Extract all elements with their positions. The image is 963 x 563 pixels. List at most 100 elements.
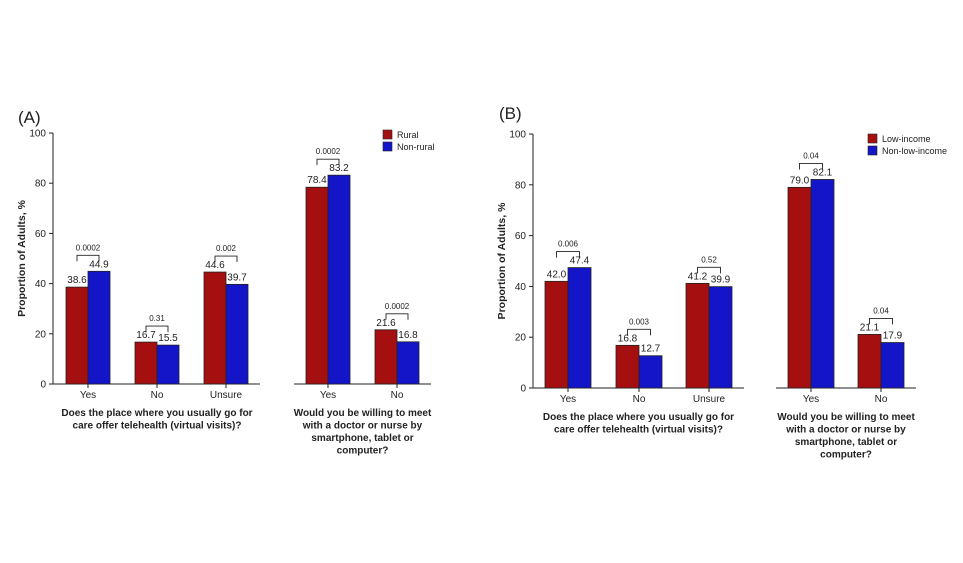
bar-non-rural [87, 270, 111, 385]
data-label: 44.9 [89, 259, 109, 270]
data-label: 39.9 [711, 275, 731, 286]
significance-bracket [385, 313, 409, 320]
category-label: No [633, 394, 646, 405]
question-label: care offer telehealth (virtual visits)? [73, 421, 242, 432]
bar-low-income [787, 186, 812, 389]
y-tick-label: 100 [509, 130, 526, 141]
data-label: 47.4 [570, 256, 590, 267]
panel-label: (B) [499, 104, 522, 123]
data-label: 21.1 [860, 322, 880, 333]
bar-rural [305, 186, 329, 385]
legend-swatch [382, 129, 393, 140]
p-value-label: 0.003 [629, 317, 650, 326]
question-label: computer? [820, 450, 872, 461]
p-value-label: 0.0002 [385, 302, 410, 311]
legend-label: Rural [397, 130, 419, 140]
significance-bracket [556, 251, 580, 258]
significance-bracket [214, 255, 238, 263]
bar-low-income [615, 344, 640, 389]
y-tick-label: 100 [29, 129, 46, 140]
y-axis-title: Proportion of Adults, % [496, 202, 508, 320]
category-label: No [391, 390, 404, 401]
legend-swatch [382, 141, 393, 152]
bar-low-income [685, 282, 710, 389]
question-label: Would you be willing to meet [777, 412, 915, 423]
legend-label: Non-low-income [882, 146, 947, 156]
p-value-label: 0.52 [701, 255, 717, 264]
significance-bracket [76, 254, 100, 262]
category-label: Yes [560, 394, 576, 405]
category-label: Unsure [210, 390, 243, 401]
y-tick-label: 0 [40, 380, 46, 391]
bar-non-low-income [810, 179, 835, 389]
data-label: 12.7 [641, 344, 661, 355]
bar-non-low-income [708, 286, 733, 389]
category-label: No [875, 394, 888, 405]
significance-bracket [316, 158, 340, 166]
data-label: 17.9 [883, 331, 903, 342]
data-label: 38.6 [67, 275, 87, 286]
y-tick-label: 20 [515, 333, 527, 344]
y-tick-label: 80 [515, 180, 527, 191]
category-label: Yes [80, 390, 96, 401]
y-tick-label: 0 [520, 384, 526, 395]
legend-swatch [867, 145, 878, 156]
bar-non-low-income [880, 342, 905, 389]
p-value-label: 0.0002 [316, 147, 341, 156]
data-label: 44.6 [205, 260, 225, 271]
significance-bracket [145, 325, 169, 333]
significance-bracket [627, 328, 651, 336]
question-label: smartphone, tablet or [795, 437, 897, 448]
p-value-label: 0.006 [558, 240, 579, 249]
question-label: Would you be willing to meet [294, 408, 432, 419]
bar-non-rural [396, 341, 420, 385]
bar-low-income [857, 334, 882, 389]
bar-non-low-income [567, 267, 592, 389]
legend-label: Low-income [882, 134, 931, 144]
significance-bracket [697, 266, 721, 274]
data-label: 79.0 [790, 175, 810, 186]
question-label: with a doctor or nurse by [785, 425, 906, 436]
y-tick-label: 20 [35, 329, 47, 340]
data-label: 39.7 [227, 272, 247, 283]
bar-non-rural [327, 174, 351, 385]
bar-non-rural [225, 283, 249, 385]
y-tick-label: 40 [515, 282, 527, 293]
data-label: 16.8 [618, 333, 638, 344]
y-tick-label: 80 [35, 179, 47, 190]
category-label: No [151, 390, 164, 401]
data-label: 42.0 [547, 269, 567, 280]
p-value-label: 0.31 [149, 314, 165, 323]
category-label: Yes [803, 394, 819, 405]
data-label: 16.8 [398, 330, 418, 341]
question-label: computer? [337, 446, 389, 457]
significance-bracket [799, 163, 823, 170]
bar-rural [203, 271, 227, 385]
data-label: 16.7 [136, 330, 156, 341]
chart-panel-b: (B) 0 20 40 60 80 100 Proportion of Adults, % Do… [496, 104, 947, 461]
panel-label: (A) [18, 108, 41, 127]
legend-label: Non-rural [397, 142, 435, 152]
data-label: 15.5 [158, 333, 178, 344]
significance-bracket [869, 317, 893, 325]
data-label: 82.1 [813, 167, 833, 178]
bar-low-income [544, 280, 569, 389]
data-label: 21.6 [376, 318, 396, 329]
y-tick-label: 40 [35, 279, 47, 290]
y-tick-label: 60 [515, 231, 527, 242]
category-label: Yes [320, 390, 336, 401]
bar-rural [65, 286, 89, 385]
p-value-label: 0.0002 [76, 243, 101, 252]
data-label: 41.2 [688, 271, 708, 282]
question-label: care offer telehealth (virtual visits)? [554, 425, 723, 436]
y-axis-title: Proportion of Adults, % [16, 199, 28, 317]
bar-rural [374, 329, 398, 385]
p-value-label: 0.04 [803, 151, 819, 160]
p-value-label: 0.04 [873, 306, 889, 315]
y-tick-label: 60 [35, 229, 47, 240]
legend-swatch [867, 133, 878, 144]
data-label: 83.2 [329, 163, 349, 174]
category-label: Unsure [693, 394, 726, 405]
question-label: Does the place where you usually go for [61, 408, 252, 419]
